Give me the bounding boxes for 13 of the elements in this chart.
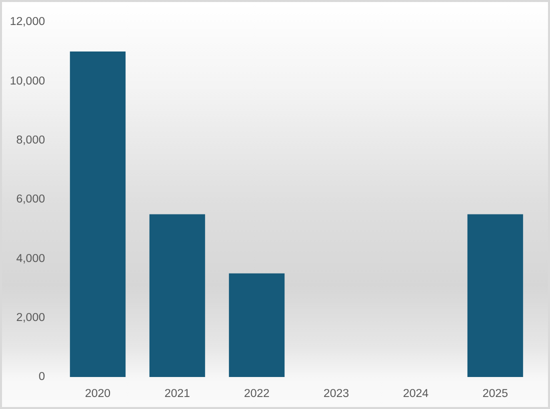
y-tick-label: 2,000	[16, 312, 45, 324]
x-tick-label: 2022	[244, 388, 270, 400]
y-tick-label: 10,000	[10, 75, 45, 88]
y-tick-label: 6,000	[16, 194, 45, 206]
y-tick-label: 12,000	[10, 16, 45, 28]
x-tick-label: 2025	[482, 388, 508, 400]
y-tick-label: 8,000	[16, 134, 45, 146]
y-tick-label: 4,000	[16, 252, 45, 265]
x-tick-label: 2023	[323, 388, 350, 400]
x-tick-label: 2021	[164, 388, 190, 400]
x-tick-label: 2020	[84, 388, 111, 400]
y-tick-label: 0	[38, 371, 45, 384]
x-tick-label: 2024	[402, 388, 430, 400]
